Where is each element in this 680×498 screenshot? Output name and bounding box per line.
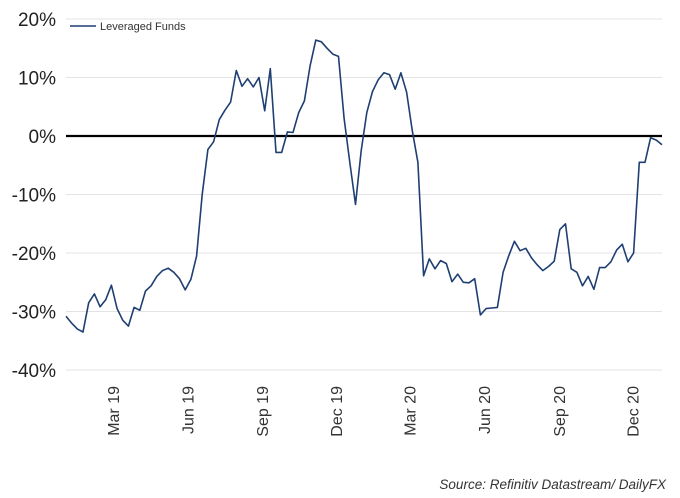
y-tick-label: -10%	[12, 186, 56, 207]
x-tick-label: Sep 19	[255, 386, 272, 437]
source-note: Source: Refinitiv Datastream/ DailyFX	[439, 477, 666, 492]
y-tick-label: 20%	[18, 10, 56, 31]
x-tick-label: Dec 19	[329, 386, 346, 437]
x-tick-label: Jun 19	[180, 386, 197, 434]
legend: Leveraged Funds	[70, 21, 186, 33]
y-tick-label: 0%	[29, 127, 57, 148]
series-line-leveraged-funds	[65, 39, 663, 333]
x-tick-label: Dec 20	[626, 386, 643, 437]
x-tick-label: Jun 20	[477, 386, 494, 434]
x-tick-label: Mar 19	[106, 386, 123, 436]
y-tick-label: -30%	[12, 303, 56, 324]
y-tick-label: -40%	[12, 361, 56, 382]
legend-label: Leveraged Funds	[100, 21, 186, 33]
y-tick-label: -20%	[12, 244, 56, 265]
y-tick-label: 10%	[18, 69, 56, 90]
x-axis: Mar 19 Jun 19 Sep 19 Dec 19 Mar 20 Jun 20 Sep …	[106, 386, 643, 437]
x-tick-label: Sep 20	[552, 386, 569, 437]
y-axis: 20% 10% 0% -10% -20% -30% -40%	[12, 10, 56, 382]
gridlines	[66, 18, 662, 371]
x-tick-label: Mar 20	[403, 386, 420, 436]
